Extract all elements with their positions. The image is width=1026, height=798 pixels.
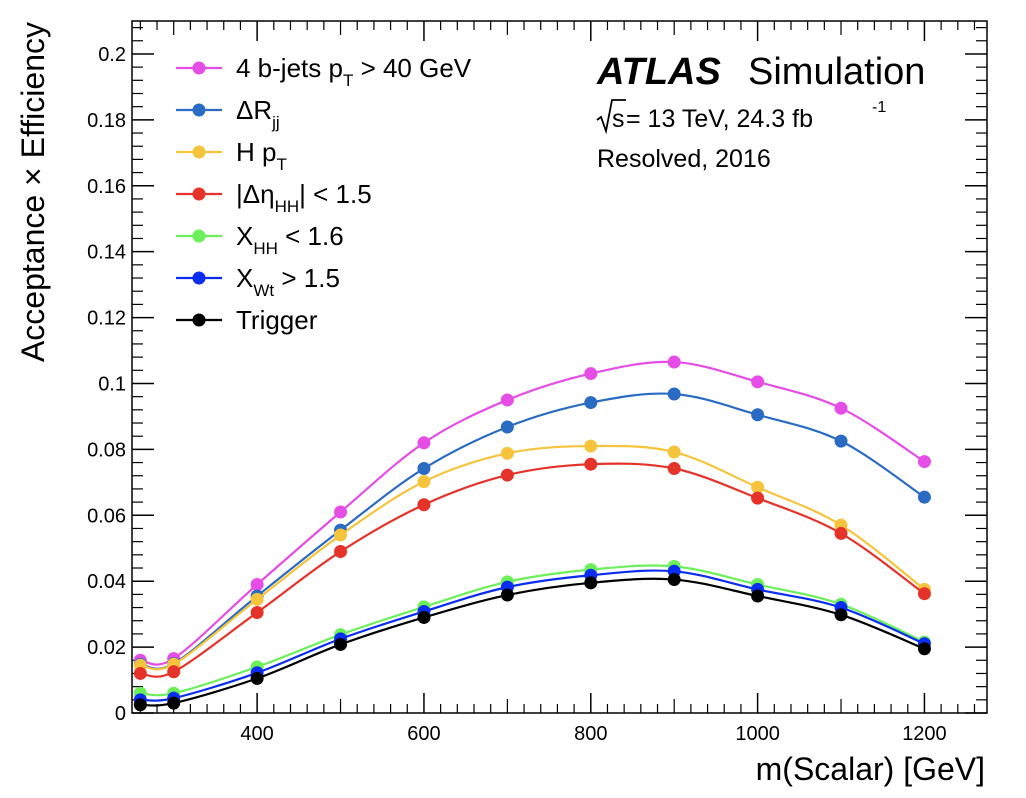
data-point bbox=[584, 457, 598, 471]
data-point bbox=[917, 490, 931, 504]
data-point bbox=[500, 393, 514, 407]
axis-ticks: 400 600 800 1000 1200 0 0.02 0.04 0.06 0.08 0.1 0.1… bbox=[87, 21, 987, 745]
y-tick-label: 0.18 bbox=[87, 110, 126, 132]
y-tick-label: 0.04 bbox=[87, 571, 126, 593]
data-point bbox=[667, 445, 681, 459]
data-point bbox=[584, 439, 598, 453]
data-point bbox=[751, 375, 765, 389]
data-point bbox=[917, 455, 931, 469]
y-tick-label: 0.06 bbox=[87, 505, 126, 527]
data-point bbox=[417, 498, 431, 512]
data-point bbox=[133, 666, 147, 680]
data-point bbox=[500, 420, 514, 434]
data-point bbox=[751, 480, 765, 494]
data-point bbox=[334, 528, 348, 542]
x-tick-label: 1200 bbox=[902, 723, 947, 745]
data-point bbox=[250, 605, 264, 619]
data-point bbox=[667, 573, 681, 587]
y-tick-label: 0 bbox=[115, 703, 126, 725]
data-point bbox=[667, 461, 681, 475]
data-point bbox=[334, 637, 348, 651]
legend-label-5: XWt > 1.5 bbox=[236, 263, 340, 300]
legend-label-0: 4 b-jets pT > 40 GeV bbox=[236, 53, 472, 90]
legend-label-2: H pT bbox=[236, 137, 287, 174]
data-point bbox=[334, 505, 348, 519]
legend-marker-5 bbox=[192, 271, 206, 285]
data-point bbox=[584, 396, 598, 410]
data-point bbox=[417, 461, 431, 475]
x-tick-label: 600 bbox=[407, 723, 440, 745]
x-tick-label: 400 bbox=[240, 723, 273, 745]
y-tick-label: 0.2 bbox=[98, 44, 126, 66]
y-tick-label: 0.1 bbox=[98, 373, 126, 395]
data-point bbox=[417, 475, 431, 489]
atlas-label: ATLAS Simulation bbox=[596, 51, 925, 93]
legend-marker-1 bbox=[192, 103, 206, 117]
legend-label-6: Trigger bbox=[236, 305, 318, 335]
y-tick-label: 0.14 bbox=[87, 242, 126, 264]
data-point bbox=[667, 355, 681, 369]
data-point bbox=[834, 434, 848, 448]
data-point bbox=[417, 610, 431, 624]
lumi-exponent: -1 bbox=[872, 99, 886, 116]
data-point bbox=[500, 588, 514, 602]
y-tick-label: 0.16 bbox=[87, 176, 126, 198]
y-tick-label: 0.08 bbox=[87, 439, 126, 461]
x-axis-title: m(Scalar) [GeV] bbox=[756, 751, 985, 787]
y-axis-title: Acceptance × Efficiency bbox=[15, 22, 51, 362]
energy-lumi-text: = 13 TeV, 24.3 fb bbox=[626, 105, 813, 133]
series-line-1 bbox=[140, 392, 926, 670]
energy-lumi-label: s = 13 TeV, 24.3 fb -1 bbox=[596, 99, 886, 135]
sqrt-symbol bbox=[596, 99, 626, 135]
legend-marker-4 bbox=[192, 229, 206, 243]
series-curves bbox=[133, 355, 931, 712]
legend-label-4: XHH < 1.6 bbox=[236, 221, 344, 258]
region-label: Resolved, 2016 bbox=[597, 145, 771, 173]
data-point bbox=[167, 665, 181, 679]
data-point bbox=[250, 577, 264, 591]
series-line-3 bbox=[140, 462, 926, 678]
legend-label-1: ΔRjj bbox=[236, 95, 280, 132]
x-tick-label: 800 bbox=[574, 723, 607, 745]
data-point bbox=[167, 696, 181, 710]
x-tick-label: 1000 bbox=[735, 723, 780, 745]
atlas-status-label: Simulation bbox=[748, 51, 925, 93]
data-point bbox=[500, 446, 514, 460]
data-point bbox=[751, 491, 765, 505]
series-line-2 bbox=[140, 444, 926, 671]
data-point bbox=[584, 367, 598, 381]
data-point bbox=[667, 387, 681, 401]
y-tick-label: 0.02 bbox=[87, 637, 126, 659]
legend: 4 b-jets pT > 40 GeV ΔRjj H pT |ΔηHH| < 1.5… bbox=[176, 53, 472, 335]
data-point bbox=[417, 436, 431, 450]
atlas-experiment-label: ATLAS bbox=[596, 51, 721, 93]
data-point bbox=[250, 592, 264, 606]
data-point bbox=[917, 642, 931, 656]
data-point bbox=[917, 587, 931, 601]
data-point bbox=[250, 671, 264, 685]
data-point bbox=[133, 698, 147, 712]
legend-label-3: |ΔηHH| < 1.5 bbox=[236, 179, 372, 216]
data-point bbox=[834, 401, 848, 415]
data-point bbox=[584, 576, 598, 590]
data-point bbox=[334, 545, 348, 559]
legend-marker-6 bbox=[192, 313, 206, 327]
y-tick-label: 0.12 bbox=[87, 308, 126, 330]
legend-marker-2 bbox=[192, 145, 206, 159]
plot-frame bbox=[131, 20, 988, 714]
data-point bbox=[500, 468, 514, 482]
data-point bbox=[751, 589, 765, 603]
series-line-0 bbox=[140, 360, 926, 666]
legend-marker-3 bbox=[192, 187, 206, 201]
legend-marker-0 bbox=[192, 61, 206, 75]
data-point bbox=[834, 608, 848, 622]
data-point bbox=[834, 526, 848, 540]
data-point bbox=[751, 408, 765, 422]
sqrt-s-label: s bbox=[612, 105, 625, 133]
